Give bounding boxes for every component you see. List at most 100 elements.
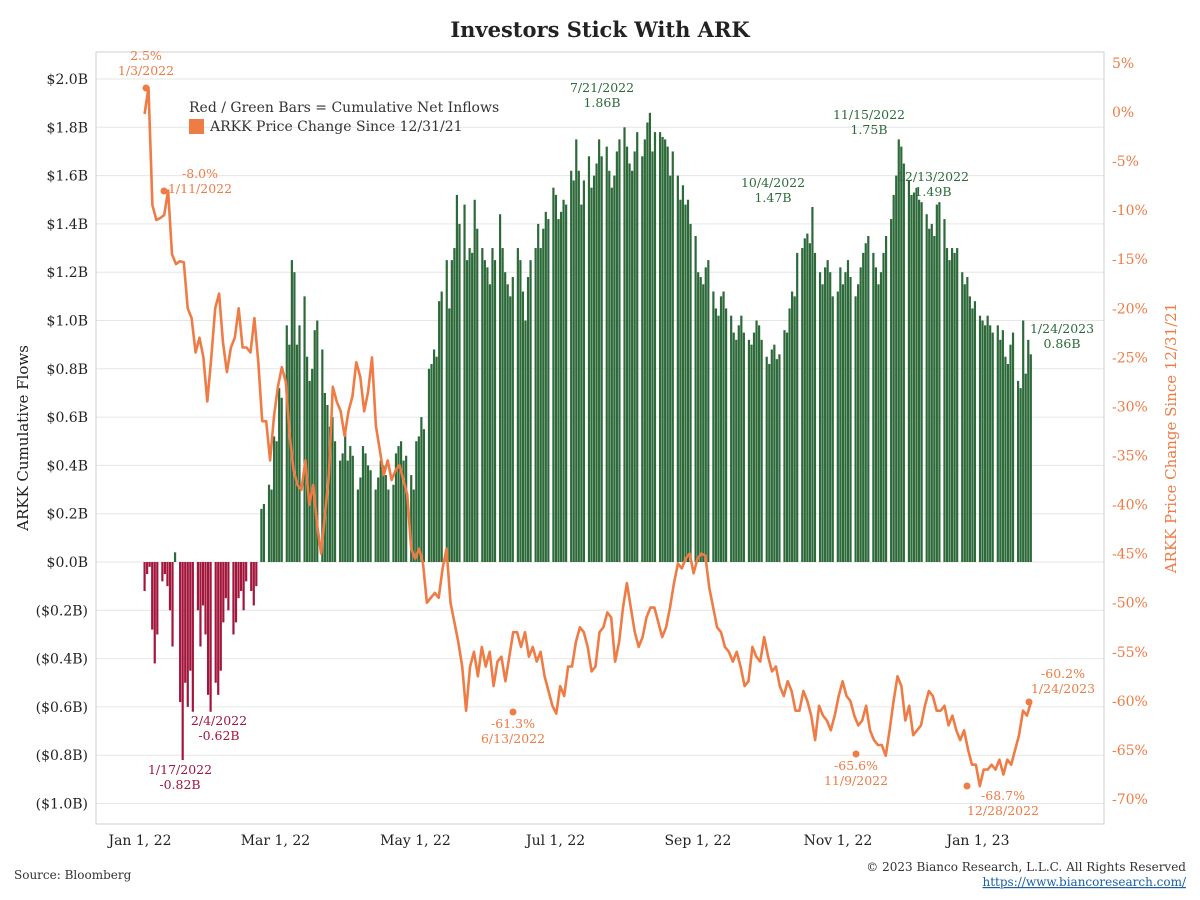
- flow-bar: [669, 175, 672, 562]
- flow-bar: [163, 562, 167, 575]
- source-note: Source: Bloomberg: [14, 868, 132, 882]
- flow-bar: [770, 349, 773, 562]
- flow-bar: [643, 139, 646, 562]
- flow-bar: [686, 199, 690, 562]
- flow-bar: [849, 277, 852, 562]
- flow-bar: [971, 308, 974, 562]
- flow-bar: [473, 199, 476, 562]
- y-tick-label-left: $0.2B: [47, 507, 88, 523]
- flow-bar: [582, 180, 585, 562]
- y-tick-label-right: -60%: [1112, 694, 1148, 710]
- flow-bar: [986, 315, 989, 562]
- flow-bar: [826, 260, 829, 562]
- flow-bar: [542, 228, 545, 563]
- flow-bar: [445, 260, 448, 562]
- price-annotation-date: 1/11/2022: [168, 181, 232, 196]
- flow-bar: [867, 235, 870, 562]
- flow-bar: [570, 170, 573, 562]
- flow-bar: [631, 170, 634, 562]
- y-tick-label-right: 0%: [1112, 105, 1134, 121]
- flow-bar: [313, 330, 316, 562]
- flow-bar: [504, 272, 507, 562]
- x-tick-label: Jan 1, 23: [944, 833, 1009, 849]
- flow-bar: [501, 248, 504, 563]
- flow-bar: [862, 252, 865, 562]
- flow-bar: [219, 562, 222, 671]
- flow-bar: [557, 219, 560, 562]
- flow-bar: [953, 252, 956, 562]
- flow-bar: [491, 248, 494, 563]
- flow-bar: [704, 267, 707, 562]
- x-tick-label: Mar 1, 22: [241, 833, 310, 849]
- flow-bar: [625, 146, 629, 562]
- flow-bar: [448, 308, 451, 562]
- y-tick-label-left: $1.8B: [47, 120, 88, 136]
- flow-bar: [331, 417, 334, 562]
- flow-bar: [907, 180, 911, 562]
- flow-bar: [943, 219, 946, 562]
- website-link[interactable]: https://www.biancoresearch.com/: [982, 875, 1186, 889]
- flow-bar: [392, 484, 395, 562]
- flow-bar: [146, 562, 149, 575]
- flow-bar: [227, 562, 230, 611]
- flow-bar: [539, 248, 542, 563]
- flow-bar: [458, 223, 461, 562]
- flow-bar: [234, 562, 238, 623]
- flow-bar: [679, 199, 682, 562]
- flow-bar: [897, 139, 900, 562]
- flow-bar: [397, 446, 400, 562]
- x-tick-label: Jan 1, 22: [106, 833, 171, 849]
- flow-bar: [824, 267, 827, 562]
- flow-bar: [272, 436, 276, 562]
- price-annotation-dot: [509, 708, 517, 716]
- flow-bar: [575, 139, 578, 562]
- flow-bar: [595, 163, 598, 562]
- flow-bar: [730, 315, 733, 562]
- legend: Red / Green Bars = Cumulative Net Inflow…: [189, 100, 499, 135]
- flow-bar: [844, 272, 847, 562]
- x-ticks: Jan 1, 22 Mar 1, 22 May 1, 22 Jul 1, 22 Sep …: [106, 833, 1009, 849]
- flow-bar: [521, 291, 525, 562]
- flow-bar: [427, 368, 431, 562]
- flow-bar: [742, 332, 745, 562]
- y-tick-label-right: -65%: [1112, 743, 1148, 759]
- flow-bar: [476, 228, 479, 563]
- flow-bar: [1004, 356, 1007, 562]
- flow-bar: [628, 163, 631, 562]
- flow-bar: [956, 248, 959, 563]
- flow-bar: [387, 489, 390, 562]
- flow-bar: [498, 214, 502, 563]
- flow-bar: [293, 272, 296, 562]
- flow-bar: [288, 344, 291, 562]
- flow-bar: [930, 223, 933, 562]
- flow-annotation-date: 10/4/2022: [741, 175, 805, 190]
- flow-annotation-date: 2/4/2022: [191, 713, 247, 728]
- flow-bar: [1019, 388, 1022, 562]
- chart-title: Investors Stick With ARK: [450, 17, 750, 42]
- flow-bar: [646, 122, 649, 562]
- flow-bar: [712, 291, 715, 562]
- y-tick-label-left: $0.4B: [47, 458, 88, 474]
- flow-bar: [306, 356, 309, 562]
- flow-bar: [801, 248, 804, 563]
- flow-bar: [902, 163, 905, 562]
- flow-bar: [463, 204, 466, 562]
- flow-bar: [765, 356, 768, 562]
- flow-bar: [450, 260, 453, 562]
- flow-bar: [384, 475, 387, 562]
- flow-bar: [440, 291, 443, 562]
- flow-bar: [217, 562, 220, 695]
- y-tick-label-right: -35%: [1112, 449, 1148, 465]
- flow-annotation-value: 0.86B: [1043, 336, 1080, 351]
- flow-bar: [641, 156, 644, 562]
- flow-annotation-value: 1.86B: [583, 95, 620, 110]
- flow-bar: [831, 296, 834, 562]
- flow-bar: [724, 308, 728, 562]
- flow-bar: [206, 562, 210, 695]
- flow-bar: [783, 330, 786, 562]
- flow-bar: [156, 562, 159, 635]
- flow-bar: [925, 214, 928, 563]
- flow-bar: [328, 426, 332, 562]
- y-tick-label-left: ($0.2B): [36, 603, 88, 619]
- y-tick-label-left: $2.0B: [47, 72, 88, 88]
